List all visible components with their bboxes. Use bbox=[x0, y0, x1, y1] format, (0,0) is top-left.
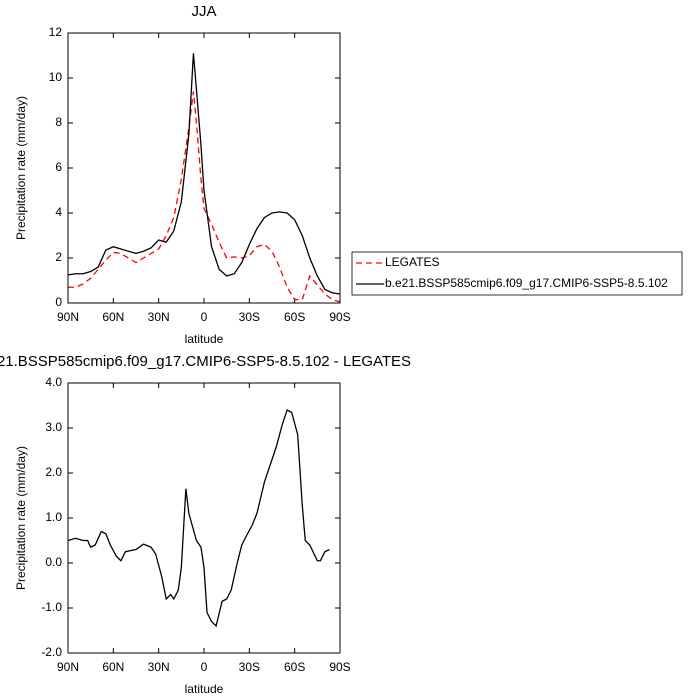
x-tick-label: 60N bbox=[102, 660, 124, 674]
y-tick-label: -1.0 bbox=[41, 600, 62, 614]
data-line bbox=[67, 53, 341, 295]
y-tick-label: 10 bbox=[49, 70, 63, 84]
y-tick-label: 2 bbox=[55, 250, 62, 264]
y-tick-label: 3.0 bbox=[45, 420, 62, 434]
x-tick-label: 90N bbox=[57, 310, 79, 324]
legend-frame bbox=[351, 251, 683, 296]
legend-label: b.e21.BSSP585cmip6.f09_g17.CMIP6-SSP5-8.… bbox=[385, 276, 668, 290]
x-axis-label: latitude bbox=[185, 682, 224, 696]
legend: LEGATES b.e21.BSSP585cmip6.f09_g17.CMIP6-… bbox=[351, 251, 683, 296]
chart-title: 21.BSSP585cmip6.f09_g17.CMIP6-SSP5-8.5.1… bbox=[0, 353, 411, 370]
plot: 21.BSSP585cmip6.f09_g17.CMIP6-SSP5-8.5.1… bbox=[0, 353, 411, 696]
y-tick-label: 12 bbox=[49, 25, 63, 39]
chart-title: JJA bbox=[191, 3, 216, 20]
x-tick-label: 90N bbox=[57, 660, 79, 674]
data-line bbox=[68, 91, 341, 303]
y-tick-label: -2.0 bbox=[41, 645, 62, 659]
y-tick-label: 0 bbox=[55, 295, 62, 309]
y-tick-label: 2.0 bbox=[45, 465, 62, 479]
x-tick-label: 30N bbox=[148, 660, 170, 674]
x-tick-label: 0 bbox=[201, 660, 208, 674]
x-axis-label: latitude bbox=[185, 332, 224, 346]
x-tick-label: 0 bbox=[201, 310, 208, 324]
y-tick-label: 4.0 bbox=[45, 375, 62, 389]
x-tick-label: 30N bbox=[148, 310, 170, 324]
plot: JJA latitude Precipitation rate (mm/day) 90… bbox=[14, 3, 683, 346]
plot-frame bbox=[67, 32, 341, 304]
x-tick-label: 60S bbox=[284, 660, 305, 674]
plot-frame bbox=[67, 382, 341, 654]
x-tick-label: 30S bbox=[239, 310, 260, 324]
y-tick-label: 8 bbox=[55, 115, 62, 129]
y-axis-label: Precipitation rate (mm/day) bbox=[14, 446, 28, 590]
y-tick-label: 0.0 bbox=[45, 555, 62, 569]
x-tick-label: 90S bbox=[329, 660, 350, 674]
x-tick-label: 60S bbox=[284, 310, 305, 324]
y-tick-label: 6 bbox=[55, 160, 62, 174]
y-tick-label: 1.0 bbox=[45, 510, 62, 524]
x-tick-label: 60N bbox=[102, 310, 124, 324]
y-axis-label: Precipitation rate (mm/day) bbox=[14, 96, 28, 240]
y-tick-label: 4 bbox=[55, 205, 62, 219]
x-tick-label: 90S bbox=[329, 310, 350, 324]
data-line bbox=[67, 409, 330, 628]
x-tick-label: 30S bbox=[239, 660, 260, 674]
legend-label: LEGATES bbox=[385, 255, 439, 269]
